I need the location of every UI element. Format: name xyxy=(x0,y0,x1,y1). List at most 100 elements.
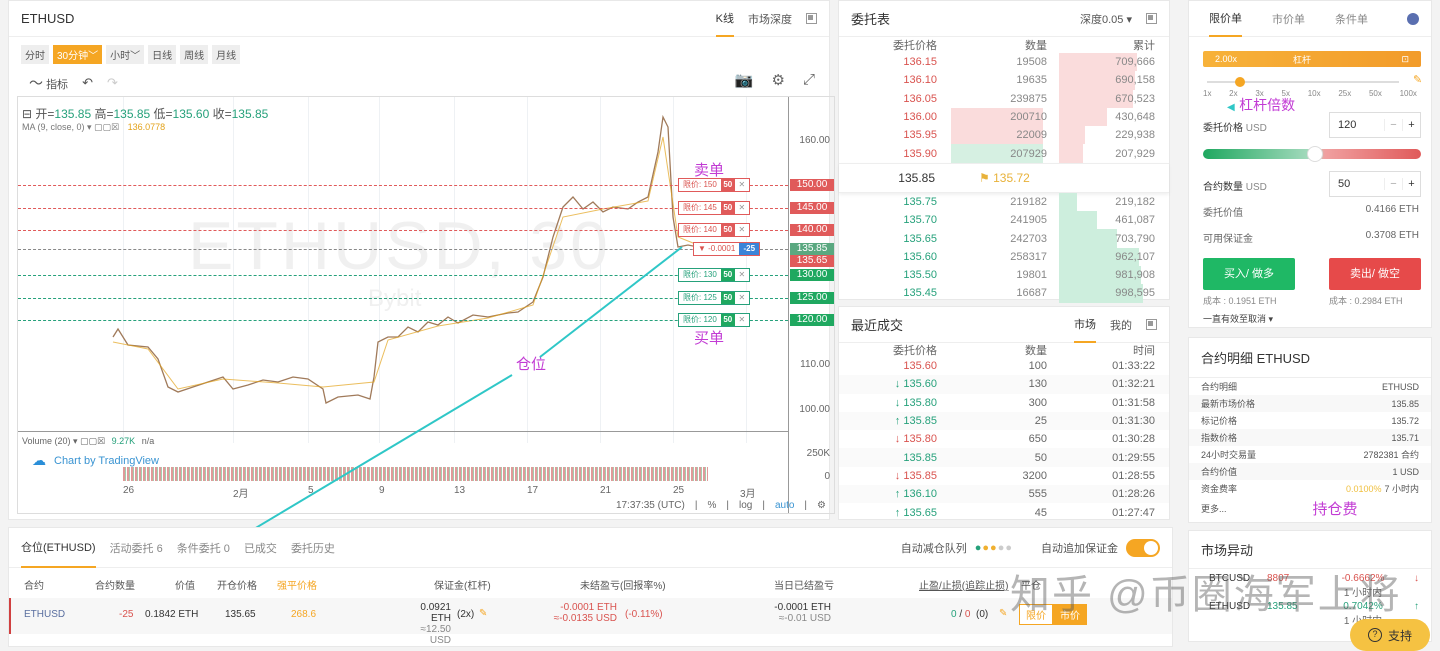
pct-toggle[interactable]: % xyxy=(707,500,717,511)
leverage-mark[interactable]: 3x xyxy=(1255,89,1264,98)
tab-limit[interactable]: 限价单 xyxy=(1209,1,1242,37)
tf-day[interactable]: 日线 xyxy=(148,45,177,64)
leverage-mark[interactable]: 5x xyxy=(1281,89,1290,98)
leverage-slider[interactable] xyxy=(1207,77,1399,87)
more-link[interactable]: 更多... xyxy=(1201,503,1227,514)
cancel-icon[interactable]: ✕ xyxy=(738,315,746,324)
tradingview-badge[interactable]: ☁ Chart by TradingView xyxy=(32,452,159,469)
tab-mine[interactable]: 我的 xyxy=(1110,319,1132,332)
gear-icon[interactable]: ⚙ xyxy=(771,72,785,89)
tf-30m[interactable]: 30分钟﹀ xyxy=(53,45,103,64)
tab-positions[interactable]: 仓位(ETHUSD) xyxy=(21,528,96,568)
support-button[interactable]: ? 支持 xyxy=(1350,619,1430,651)
increment-button[interactable]: + xyxy=(1402,178,1420,190)
leverage-mark[interactable]: 50x xyxy=(1368,89,1382,98)
tab-depth[interactable]: 市场深度 xyxy=(748,13,792,26)
pos-symbol[interactable]: ETHUSD xyxy=(24,609,66,620)
bid-row[interactable]: 135.50 19801 981,908 xyxy=(839,265,1169,285)
leverage-mark[interactable]: 10x xyxy=(1307,89,1321,98)
settings-icon[interactable]: ⚙ xyxy=(817,500,826,511)
bid-row[interactable]: 135.75 219182 219,182 xyxy=(839,192,1169,212)
expand-icon[interactable] xyxy=(806,13,817,24)
buy-order-130[interactable]: 限价: 130 50 ✕ xyxy=(678,268,750,282)
sell-order-150[interactable]: 限价: 150 50 ✕ xyxy=(678,178,750,192)
position-row[interactable]: ETHUSD -25 0.1842 ETH 135.65 268.6 0.092… xyxy=(9,598,1172,646)
price-axis[interactable]: 160.00 110.00 100.00 250K 0 xyxy=(788,97,834,513)
buy-order-125[interactable]: 限价: 125 50 ✕ xyxy=(678,291,750,305)
tab-active-orders[interactable]: 活动委托 6 xyxy=(109,542,163,555)
sell-order-145[interactable]: 限价: 145 50 ✕ xyxy=(678,201,750,215)
edit-tpsl-icon[interactable]: ✎ xyxy=(999,608,1008,619)
leverage-mark[interactable]: 25x xyxy=(1338,89,1352,98)
edit-margin-icon[interactable]: ✎ xyxy=(479,608,488,619)
bid-row[interactable]: 135.60 258317 962,107 xyxy=(839,247,1169,266)
expand-icon[interactable] xyxy=(1146,13,1157,24)
price-slider[interactable] xyxy=(1203,146,1421,162)
ask-row[interactable]: 136.15 19508 709,666 xyxy=(839,53,1169,72)
cancel-icon[interactable]: ✕ xyxy=(738,203,746,212)
ask-row[interactable]: 136.10 19635 690,158 xyxy=(839,71,1169,90)
qty-input[interactable]: 50 − + xyxy=(1329,171,1421,197)
ask-row[interactable]: 135.95 22009 229,938 xyxy=(839,126,1169,145)
bid-row[interactable]: 135.45 16687 998,595 xyxy=(839,284,1169,303)
sell-order-140[interactable]: 限价: 140 50 ✕ xyxy=(678,223,750,237)
cancel-icon[interactable]: ✕ xyxy=(738,293,746,302)
auto-margin-toggle[interactable] xyxy=(1126,538,1160,557)
tf-hour[interactable]: 小时﹀ xyxy=(106,45,145,64)
camera-icon[interactable]: 📷 xyxy=(734,72,754,89)
info-icon[interactable] xyxy=(1407,12,1419,25)
depth-select[interactable]: 深度0.05 ▾ xyxy=(1080,13,1132,26)
tab-market[interactable]: 市价单 xyxy=(1272,13,1305,26)
tab-conditional[interactable]: 条件单 xyxy=(1335,13,1368,26)
leverage-mark[interactable]: 100x xyxy=(1399,89,1417,98)
expand-icon[interactable] xyxy=(1146,319,1157,330)
tf-week[interactable]: 周线 xyxy=(180,45,209,64)
qty-value[interactable]: 50 xyxy=(1338,178,1351,190)
auto-toggle[interactable]: auto xyxy=(774,500,795,511)
collapse-icon[interactable]: ⊟ xyxy=(22,107,33,121)
ask-row[interactable]: 136.00 200710 430,648 xyxy=(839,107,1169,127)
increment-button[interactable]: + xyxy=(1402,119,1420,131)
tab-order-history[interactable]: 委托历史 xyxy=(290,542,335,555)
tab-kline[interactable]: K线 xyxy=(715,1,735,37)
cancel-icon[interactable]: ✕ xyxy=(738,270,746,279)
volume-label[interactable]: Volume (20) xyxy=(22,436,71,446)
cancel-icon[interactable]: ✕ xyxy=(738,225,746,234)
undo-icon[interactable]: ↶ xyxy=(82,75,93,90)
tf-tick[interactable]: 分时 xyxy=(21,45,49,64)
ask-row[interactable]: 136.05 239875 670,523 xyxy=(839,89,1169,108)
indicator-button[interactable]: 〜 指标 xyxy=(29,73,68,93)
fullscreen-icon[interactable]: ⤢ xyxy=(802,71,815,88)
edit-icon[interactable]: ✎ xyxy=(1413,74,1423,86)
sell-short-button[interactable]: 卖出/ 做空 xyxy=(1329,258,1421,290)
close-market-button[interactable]: 市价 xyxy=(1053,604,1087,625)
leverage-bar[interactable]: 2.00x 杠杆 ⊡ xyxy=(1203,51,1421,67)
price-chart[interactable]: ETHUSD, 30 Bybit ⊟ 开=135.85 高=135.85 低=1… xyxy=(17,96,835,514)
redo-icon[interactable]: ↷ xyxy=(106,75,118,90)
tab-market[interactable]: 市场 xyxy=(1074,307,1096,343)
log-toggle[interactable]: log xyxy=(738,500,753,511)
leverage-mark[interactable]: 2x xyxy=(1229,89,1238,98)
ma-label[interactable]: MA (9, close, 0) xyxy=(22,122,85,132)
move-row[interactable]: BTCUSD 8807 -0.6662% 1 小时内 ↓ xyxy=(1189,569,1431,599)
ask-row[interactable]: 135.90 207929 207,929 xyxy=(839,144,1169,163)
buy-order-120[interactable]: 限价: 120 50 ✕ xyxy=(678,313,750,327)
price-input[interactable]: 120 − + xyxy=(1329,112,1421,138)
decrement-button[interactable]: − xyxy=(1384,178,1402,190)
bid-row[interactable]: 135.65 242703 703,790 xyxy=(839,229,1169,248)
close-limit-button[interactable]: 限价 xyxy=(1019,604,1053,625)
tab-filled[interactable]: 已成交 xyxy=(243,542,277,555)
position-tag[interactable]: ▼ -0.0001 -25 xyxy=(693,242,761,256)
buy-long-button[interactable]: 买入/ 做多 xyxy=(1203,258,1295,290)
price-value[interactable]: 120 xyxy=(1338,119,1357,131)
time-in-force-select[interactable]: 一直有效至取消 ▾ xyxy=(1203,314,1274,324)
tf-month[interactable]: 月线 xyxy=(212,45,241,64)
leverage-edit-icon[interactable]: ⊡ xyxy=(1401,53,1409,64)
cancel-icon[interactable]: ✕ xyxy=(738,180,746,189)
tab-conditional-orders[interactable]: 条件委托 0 xyxy=(176,542,230,555)
leverage-thumb[interactable] xyxy=(1235,77,1245,87)
bid-row[interactable]: 135.70 241905 461,087 xyxy=(839,211,1169,230)
price-slider-thumb[interactable] xyxy=(1307,146,1323,162)
decrement-button[interactable]: − xyxy=(1384,119,1402,131)
leverage-mark[interactable]: 1x xyxy=(1203,89,1212,98)
